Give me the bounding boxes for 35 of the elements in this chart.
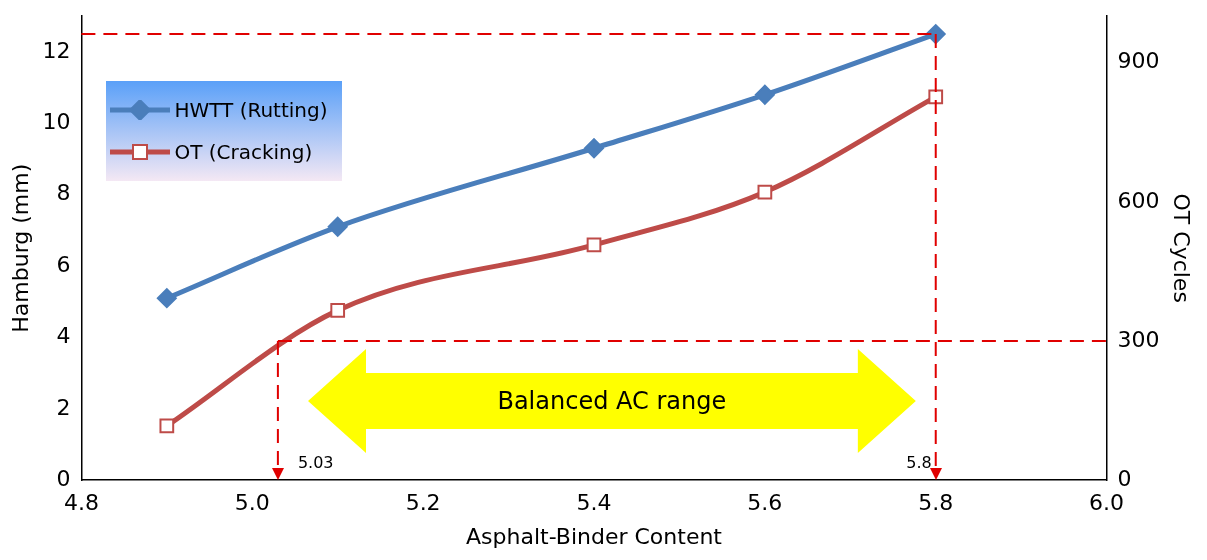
y2-tick-label: 900	[1117, 48, 1160, 74]
annotation: Balanced AC range	[497, 387, 727, 416]
point	[327, 216, 348, 237]
point	[757, 184, 773, 200]
point	[754, 84, 775, 105]
x-tick-label: 4.8	[63, 490, 99, 516]
x-tick-label: 5.6	[747, 490, 783, 516]
point	[586, 237, 602, 253]
y2-tick-label: 300	[1117, 326, 1160, 352]
ref-line-label: 5.03	[297, 453, 334, 473]
ref-line-label: 5.8	[906, 453, 932, 473]
point	[330, 303, 346, 318]
x-tick-label: 5.0	[234, 490, 270, 516]
y2-tick-label: 0	[1117, 465, 1132, 491]
y-tick-label: 12	[42, 37, 71, 63]
y2-tick-label: 600	[1117, 187, 1160, 213]
point	[928, 89, 944, 105]
y2-axis-title: OT Cycles	[1169, 193, 1195, 303]
x-tick-label: 5.2	[405, 490, 441, 516]
x-axis-title: Asphalt-Binder Content	[466, 523, 723, 549]
legend-label: HWTT (Rutting)	[174, 98, 328, 123]
y-tick-label: 0	[56, 465, 71, 491]
y-tick-label: 6	[56, 251, 71, 277]
legend-label: OT (Cracking)	[174, 140, 313, 165]
y-tick-label: 4	[56, 323, 71, 349]
y-tick-label: 8	[56, 180, 71, 206]
y-axis-title: Hamburg (mm)	[7, 163, 33, 333]
x-tick-label: 5.8	[918, 490, 954, 516]
point	[159, 418, 175, 434]
y-tick-label: 2	[56, 394, 71, 420]
point	[584, 138, 604, 159]
point	[156, 288, 177, 309]
y-tick-label: 10	[42, 109, 71, 134]
x-tick-label: 6.0	[1089, 490, 1125, 516]
x-tick-label: 5.4	[576, 490, 612, 516]
